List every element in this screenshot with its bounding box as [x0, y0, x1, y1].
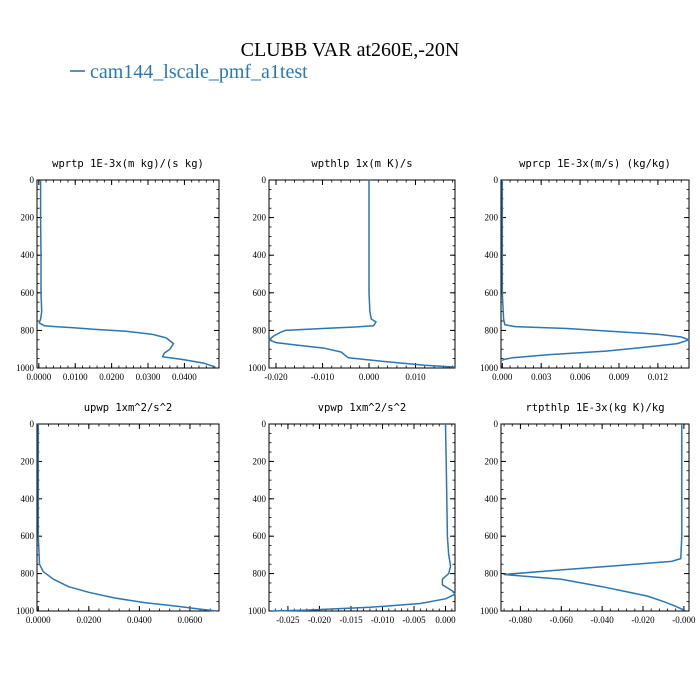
x-tick-label: -0.020	[631, 615, 655, 625]
x-tick-label: 0.0000	[26, 372, 51, 382]
y-tick-label: 600	[253, 531, 267, 541]
x-tick-label: 0.000	[359, 372, 380, 382]
y-tick-label: 600	[485, 531, 499, 541]
y-tick-label: 0	[494, 419, 499, 429]
y-tick-label: 200	[21, 213, 35, 223]
chart-panel-5: vpwp 1xm^2/s^2 0 200 400 600 800 1000 -0.025 -0.…	[248, 402, 456, 625]
x-tick-label: -0.040	[591, 615, 615, 625]
x-tick-label: 0.0600	[178, 615, 203, 625]
series-line-1	[501, 180, 690, 362]
series-line-1	[38, 180, 216, 368]
panel-title: rtpthlp 1E-3x(kg K)/kg	[525, 402, 664, 414]
chart-panel-1: wprtp 1E-3x(m kg)/(s kg) 0 200 400 600 800 100…	[16, 158, 220, 382]
x-tick-label: 0.000	[492, 372, 513, 382]
figure-title: CLUBB VAR at260E,-20N	[241, 39, 460, 61]
x-tick-label: 0.010	[405, 372, 426, 382]
y-tick-label: 800	[485, 325, 499, 335]
x-tick-label: 0.0100	[63, 372, 88, 382]
plot-frame	[36, 423, 220, 612]
y-tick-label: 600	[253, 288, 267, 298]
y-tick-label: 600	[485, 288, 499, 298]
x-tick-label: -0.020	[264, 372, 288, 382]
panel-grid: wprtp 1E-3x(m kg)/(s kg) 0 200 400 600 800 100…	[16, 158, 696, 625]
y-tick-label: 0	[30, 175, 35, 185]
y-tick-label: 200	[485, 213, 499, 223]
y-tick-label: 800	[253, 569, 267, 579]
y-tick-label: 200	[253, 456, 267, 466]
x-tick-label: 0.0400	[127, 615, 152, 625]
y-tick-label: 400	[485, 494, 499, 504]
series-line-1	[503, 424, 685, 611]
chart-panel-6: rtpthlp 1E-3x(kg K)/kg02004006008001000-…	[480, 402, 696, 625]
y-tick-label: 600	[21, 288, 35, 298]
y-tick-label: 200	[485, 456, 499, 466]
x-tick-label: 0.003	[531, 372, 552, 382]
y-tick-label: 0	[262, 419, 267, 429]
y-tick-label: 1000	[16, 606, 35, 616]
y-tick-label: 400	[485, 250, 499, 260]
x-tick-label: 0.012	[648, 372, 668, 382]
x-tick-label: 0.0300	[136, 372, 161, 382]
panel-title: vpwp 1xm^2/s^2	[318, 402, 407, 414]
y-tick-label: 400	[253, 250, 267, 260]
panel-title: wprtp 1E-3x(m kg)/(s kg)	[52, 158, 204, 170]
plot-frame	[268, 179, 456, 369]
y-tick-label: 600	[21, 531, 35, 541]
x-tick-label: -0.080	[509, 615, 533, 625]
y-tick-label: 400	[253, 494, 267, 504]
x-tick-label: -0.015	[339, 615, 363, 625]
x-tick-label: 0.000	[435, 615, 456, 625]
y-tick-label: 800	[253, 325, 267, 335]
y-tick-label: 400	[21, 250, 35, 260]
series-line-1	[37, 424, 217, 612]
x-tick-label: -0.010	[311, 372, 335, 382]
y-tick-label: 1000	[16, 363, 35, 373]
x-tick-label: 0.0400	[172, 372, 197, 382]
plot-frame	[36, 179, 220, 369]
x-tick-label: 0.009	[609, 372, 630, 382]
y-tick-label: 0	[494, 175, 499, 185]
y-tick-label: 800	[21, 569, 35, 579]
y-tick-label: 800	[21, 325, 35, 335]
panel-title: wprcp 1E-3x(m/s) (kg/kg)	[519, 158, 671, 170]
panel-title: upwp 1xm^2/s^2	[84, 402, 173, 414]
x-tick-label: 0.0000	[26, 615, 51, 625]
y-tick-label: 0	[262, 175, 267, 185]
x-tick-label: -0.005	[402, 615, 426, 625]
y-tick-label: 1000	[248, 363, 267, 373]
legend-label: cam144_lscale_pmf_a1test	[90, 61, 308, 83]
series-line-1	[272, 423, 456, 612]
x-tick-label: 0.0200	[99, 372, 124, 382]
y-tick-label: 1000	[480, 363, 499, 373]
y-tick-label: 0	[30, 419, 35, 429]
x-tick-label: -0.000	[672, 615, 696, 625]
x-tick-label: 0.0200	[76, 615, 101, 625]
chart-panel-2: wpthlp 1x(m K)/s 0 200 400 600 800 1000-0.020 -…	[248, 158, 456, 382]
x-tick-label: -0.010	[371, 615, 395, 625]
plot-frame	[500, 179, 690, 369]
plot-frame	[268, 423, 456, 612]
y-tick-label: 800	[485, 569, 499, 579]
chart-panel-3: wprcp 1E-3x(m/s) (kg/kg) 0 200 400 600 800 100…	[480, 158, 690, 382]
y-tick-label: 400	[21, 494, 35, 504]
panel-title: wpthlp 1x(m K)/s	[311, 158, 412, 170]
y-tick-label: 200	[21, 456, 35, 466]
x-tick-label: -0.060	[550, 615, 574, 625]
y-tick-label: 200	[253, 213, 267, 223]
series-line-1	[268, 180, 456, 368]
x-tick-label: -0.020	[308, 615, 332, 625]
plot-frame	[500, 423, 690, 612]
x-tick-label: 0.006	[570, 372, 591, 382]
y-tick-label: 1000	[248, 606, 267, 616]
x-tick-label: -0.025	[276, 615, 300, 625]
y-tick-label: 1000	[480, 606, 499, 616]
